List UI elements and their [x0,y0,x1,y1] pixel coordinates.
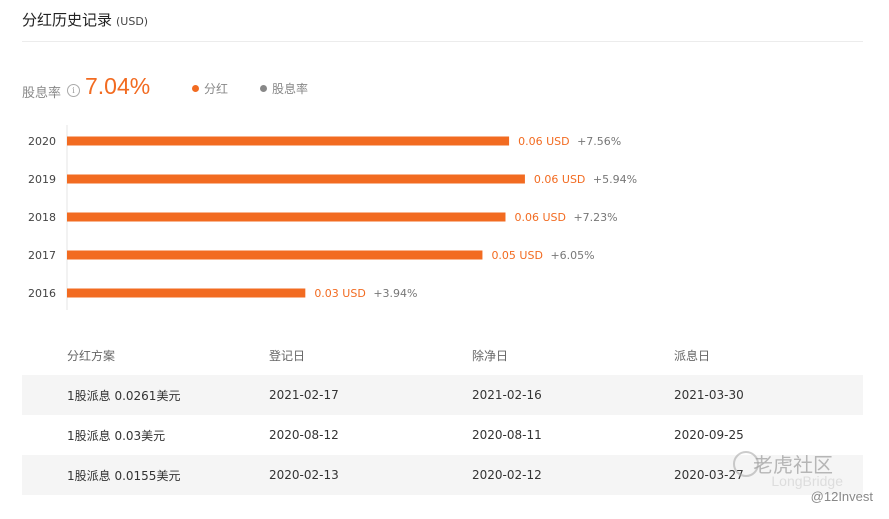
header-plan: 分红方案 [67,348,116,363]
watermark-sub-text: LongBridge [771,473,843,489]
cell-ex-date: 2020-08-11 [472,428,542,442]
amount-label: 0.06 USD [534,173,586,186]
dividend-bar[interactable] [67,174,525,184]
watermark-logo-icon [733,451,759,477]
amount-label: 0.06 USD [514,211,566,224]
cell-pay-date: 2020-03-27 [674,468,744,482]
cell-pay-date: 2020-09-25 [674,428,744,442]
yield-pct-label: +3.94% [373,287,417,300]
watermark: 老虎社区 LongBridge @12Invest [713,449,873,509]
table-header: 分红方案 登记日 除净日 派息日 [22,335,863,375]
header-record-date: 登记日 [269,348,306,363]
yield-summary: 股息率 i 7.04% 分红 股息率 [22,73,622,103]
table-row: 1股派息 0.0155美元 2020-02-13 2020-02-12 2020… [22,455,863,495]
currency-unit: (USD) [116,15,149,28]
year-label: 2016 [28,287,56,300]
year-label: 2019 [28,173,56,186]
page-title: 分红历史记录 (USD) [22,9,148,30]
dividend-bar-chart: 2020 0.06 USD +7.56% 2019 0.06 USD +5.94% 2018… [28,125,637,310]
header-pay-date: 派息日 [674,348,711,363]
year-label: 2017 [28,249,56,262]
yield-pct-label: +6.05% [550,249,594,262]
cell-ex-date: 2020-02-12 [472,468,542,482]
title-text: 分红历史记录 [22,11,113,29]
legend-dot-dividend [192,85,199,92]
legend-label-dividend: 分红 [204,82,229,96]
year-label: 2020 [28,135,56,148]
legend-item-yield[interactable]: 股息率 [260,80,308,97]
cell-pay-date: 2021-03-30 [674,388,744,402]
amount-label: 0.05 USD [491,249,543,262]
yield-label: 股息率 [22,86,62,101]
yield-pct-label: +7.23% [573,211,617,224]
header-ex-date: 除净日 [472,348,509,363]
amount-label: 0.06 USD [518,135,570,148]
header: 分红历史记录 (USD) [22,0,863,42]
amount-label: 0.03 USD [314,287,366,300]
yield-value: 7.04% [85,73,151,99]
dividend-table: 分红方案 登记日 除净日 派息日 1股派息 0.0261美元 2021-02-1… [22,335,863,495]
dividend-bar[interactable] [67,136,510,146]
cell-plan: 1股派息 0.0155美元 [67,468,181,483]
watermark-user: @12Invest [810,489,873,504]
dividend-bar[interactable] [67,212,506,222]
dividend-bar[interactable] [67,250,483,260]
cell-ex-date: 2021-02-16 [472,388,542,402]
yield-pct-label: +7.56% [577,135,621,148]
info-icon[interactable]: i [67,84,80,97]
table-row: 1股派息 0.03美元 2020-08-12 2020-08-11 2020-0… [22,415,863,455]
table-row: 1股派息 0.0261美元 2021-02-17 2021-02-16 2021… [22,375,863,415]
legend-label-yield: 股息率 [272,82,309,96]
year-label: 2018 [28,211,56,224]
dividend-bar[interactable] [67,288,306,298]
yield-pct-label: +5.94% [593,173,637,186]
legend-item-dividend[interactable]: 分红 [192,80,228,97]
cell-plan: 1股派息 0.03美元 [67,428,166,443]
cell-record-date: 2021-02-17 [269,388,339,402]
legend-dot-yield [260,85,267,92]
cell-record-date: 2020-02-13 [269,468,339,482]
cell-record-date: 2020-08-12 [269,428,339,442]
watermark-logo-text: 老虎社区 [753,453,833,477]
cell-plan: 1股派息 0.0261美元 [67,388,181,403]
